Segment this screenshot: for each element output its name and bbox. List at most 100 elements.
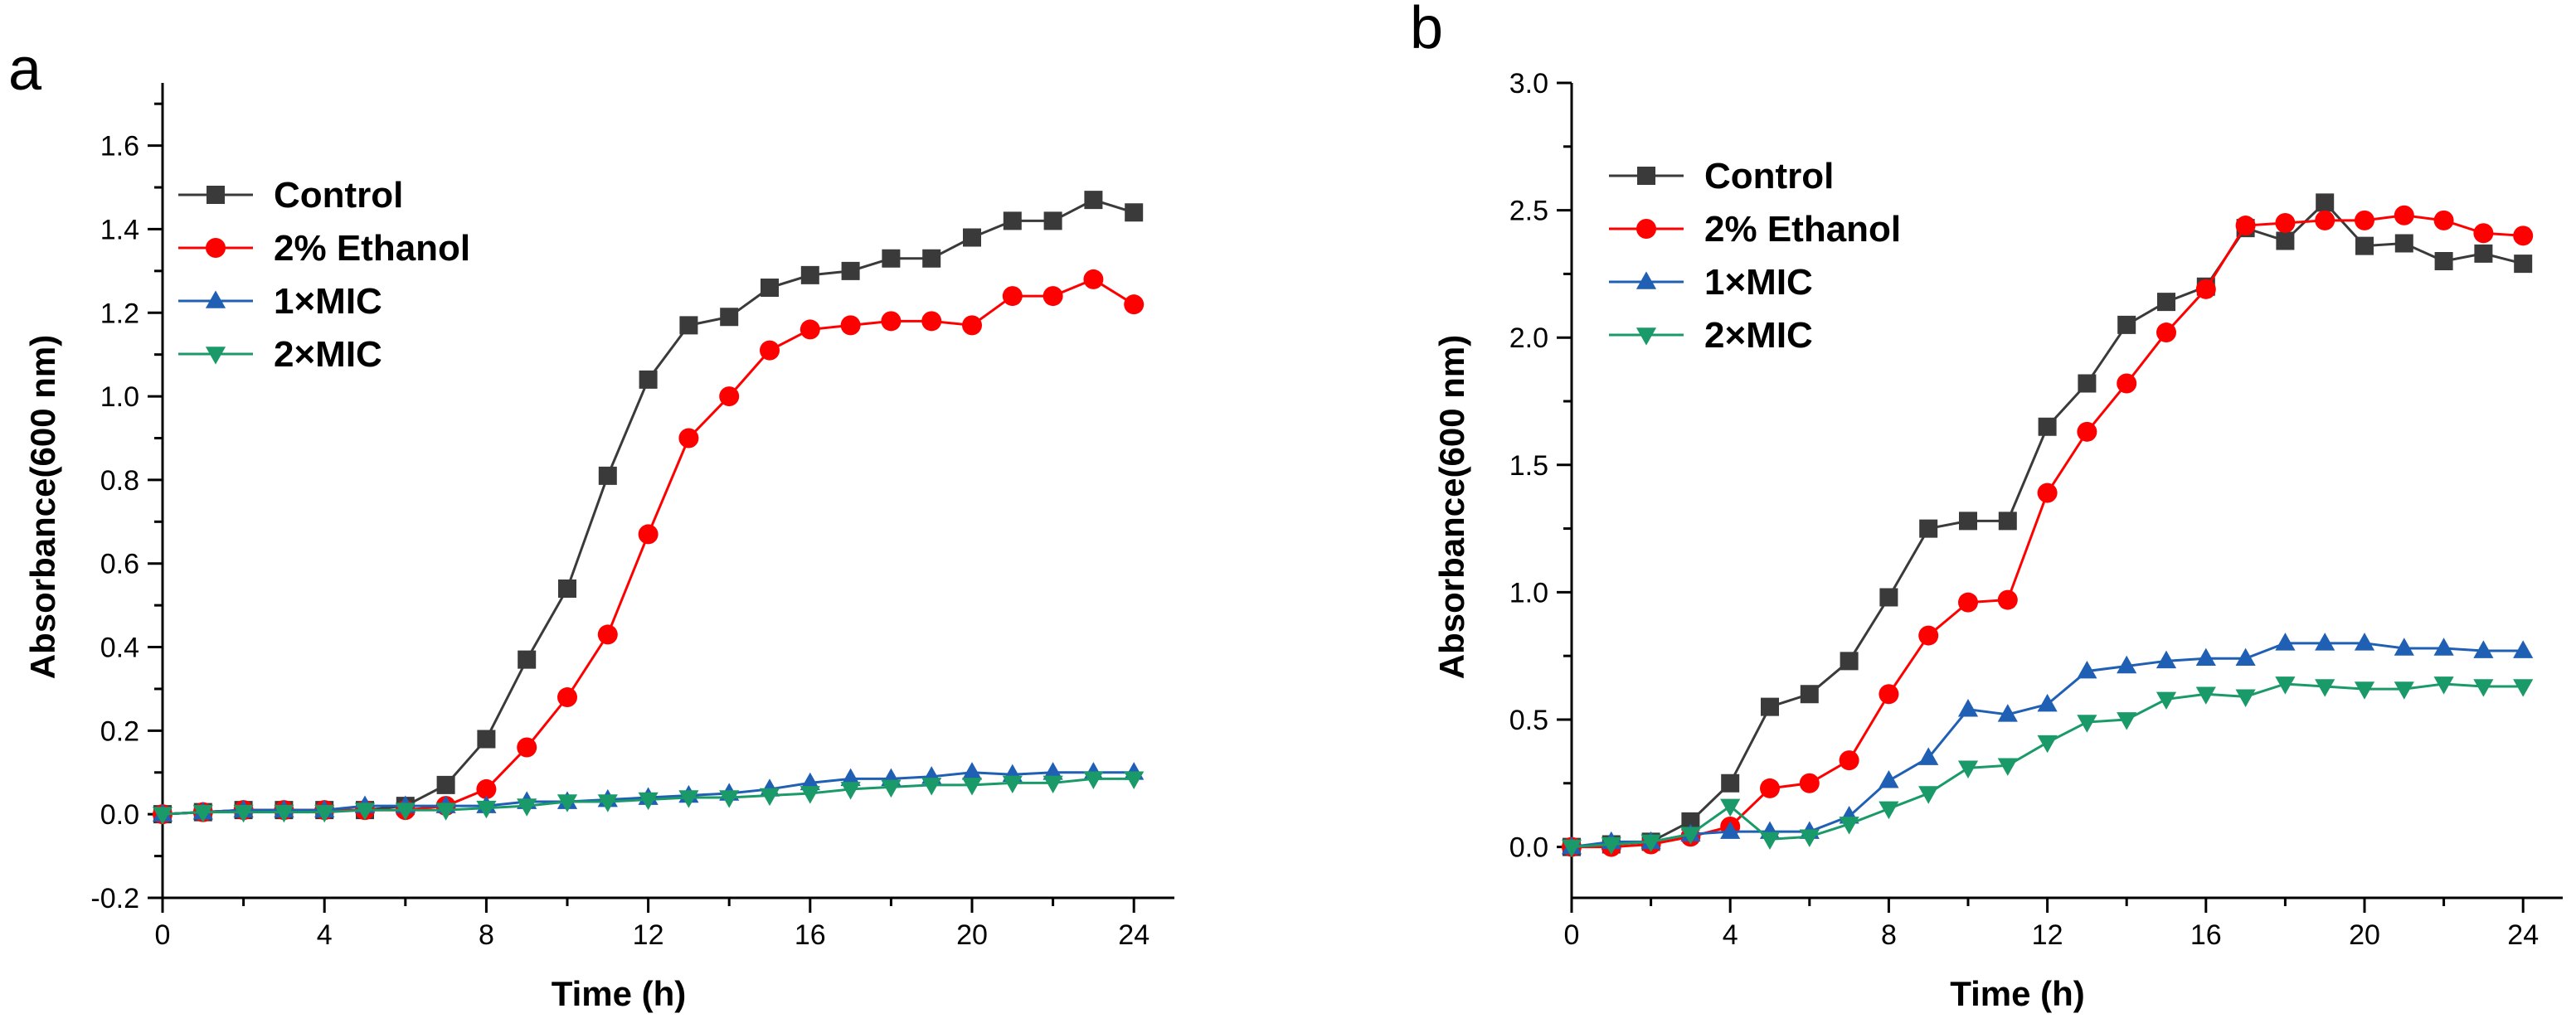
y-tick-label: 0.0 xyxy=(1509,832,1548,864)
y-tick-label: 2.0 xyxy=(1509,322,1548,354)
data-point xyxy=(1640,834,1661,853)
data-point xyxy=(2355,236,2374,255)
panel-b-legend: Control 2% Ethanol 1×MIC 2×MIC xyxy=(1609,156,1901,356)
data-point xyxy=(1918,786,1939,804)
y-tick-label: 1.2 xyxy=(100,298,139,329)
data-point xyxy=(354,803,376,821)
data-point xyxy=(2433,210,2454,230)
data-point xyxy=(2433,676,2454,695)
data-point xyxy=(720,308,739,327)
data-point xyxy=(678,790,699,808)
y-tick-label: 3.0 xyxy=(1509,68,1548,99)
data-point xyxy=(1918,625,1939,646)
y-tick-label: 0.8 xyxy=(100,465,139,497)
data-point xyxy=(435,803,456,821)
x-tick-label: 4 xyxy=(317,919,333,951)
x-tick-label: 16 xyxy=(795,919,826,951)
data-point xyxy=(1997,758,2018,776)
data-point xyxy=(436,775,455,794)
data-point xyxy=(2315,210,2335,230)
legend-entry: 2×MIC xyxy=(178,334,382,375)
data-point xyxy=(2156,650,2177,669)
series-2×MIC xyxy=(152,771,1145,825)
data-point xyxy=(2513,679,2534,697)
data-point xyxy=(233,804,254,823)
data-point xyxy=(761,279,779,298)
panel-b-axes: 0 4 8 12 16 20 24 0.0 0.5 1.0 1.5 2.0 2.5 3.0 xyxy=(1509,68,2563,951)
panel-b-series xyxy=(1561,193,2534,858)
data-point xyxy=(2275,676,2296,695)
y-tick-label: 0.2 xyxy=(100,715,139,747)
y-tick-label: 1.5 xyxy=(1509,450,1548,482)
data-point xyxy=(2117,315,2136,334)
y-tick-label: 0.6 xyxy=(100,549,139,580)
data-point xyxy=(2513,640,2534,658)
legend-entry: 2×MIC xyxy=(1609,315,1813,356)
data-point xyxy=(2433,638,2454,656)
data-point xyxy=(1957,760,1979,778)
data-point xyxy=(1799,829,1820,847)
data-point xyxy=(800,786,820,804)
x-tick-label: 0 xyxy=(155,919,171,951)
data-point xyxy=(597,624,618,645)
data-point xyxy=(2117,655,2137,674)
legend-marker xyxy=(206,238,226,258)
data-point xyxy=(2394,638,2414,656)
legend-entry: 2% Ethanol xyxy=(1609,209,1901,250)
legend-marker xyxy=(1636,271,1657,289)
data-point xyxy=(2275,633,2296,651)
data-point xyxy=(2513,225,2534,246)
data-point xyxy=(2037,693,2058,712)
legend-entry: 1×MIC xyxy=(1609,262,1813,303)
data-point xyxy=(1124,294,1145,315)
data-point xyxy=(1918,747,1939,765)
data-point xyxy=(152,807,173,825)
data-point xyxy=(1799,773,1820,793)
legend-entry: Control xyxy=(178,175,403,216)
y-tick-label: 1.0 xyxy=(100,381,139,413)
data-point xyxy=(2235,689,2256,707)
data-point xyxy=(921,311,942,332)
data-point xyxy=(2235,216,2256,236)
legend-label: 2×MIC xyxy=(1704,315,1813,356)
data-point xyxy=(1759,832,1781,850)
data-point xyxy=(192,804,213,823)
data-point xyxy=(2235,647,2256,667)
data-point xyxy=(2037,735,2058,754)
x-tick-label: 16 xyxy=(2190,919,2222,951)
x-tick-label: 12 xyxy=(2032,919,2063,951)
panel-a-legend: Control 2% Ethanol 1×MIC 2×MIC xyxy=(178,175,470,375)
data-point xyxy=(1957,699,1979,717)
panel-a-x-axis-title: Time (h) xyxy=(552,974,687,1013)
data-point xyxy=(2275,212,2296,233)
legend-marker xyxy=(205,290,226,308)
data-point xyxy=(2473,679,2494,697)
x-tick-label: 8 xyxy=(479,919,494,951)
data-point xyxy=(2315,633,2335,651)
data-point xyxy=(2394,681,2414,700)
y-tick-label: 0.5 xyxy=(1509,705,1548,736)
data-point xyxy=(597,794,618,812)
data-point xyxy=(314,804,335,823)
legend-label: 2% Ethanol xyxy=(274,228,470,269)
panel-a-y-axis-title: Absorbance(600 nm) xyxy=(23,335,62,679)
x-tick-label: 24 xyxy=(2507,919,2539,951)
legend-entry: Control xyxy=(1609,156,1834,196)
data-point xyxy=(2195,279,2216,299)
data-point xyxy=(1721,773,1740,793)
data-point xyxy=(2156,322,2176,343)
data-point xyxy=(2195,686,2216,705)
data-point xyxy=(1601,836,1621,856)
data-point xyxy=(1720,821,1741,839)
data-point xyxy=(840,768,861,787)
legend-marker xyxy=(1637,167,1655,185)
data-point xyxy=(882,249,901,268)
legend-label: 1×MIC xyxy=(274,281,382,322)
data-point xyxy=(517,737,537,758)
data-point xyxy=(598,466,617,485)
data-point xyxy=(1043,762,1063,780)
legend-label: 1×MIC xyxy=(1704,262,1813,303)
data-point xyxy=(2156,691,2177,710)
data-point xyxy=(759,788,780,807)
panel-a-letter: a xyxy=(8,36,42,103)
